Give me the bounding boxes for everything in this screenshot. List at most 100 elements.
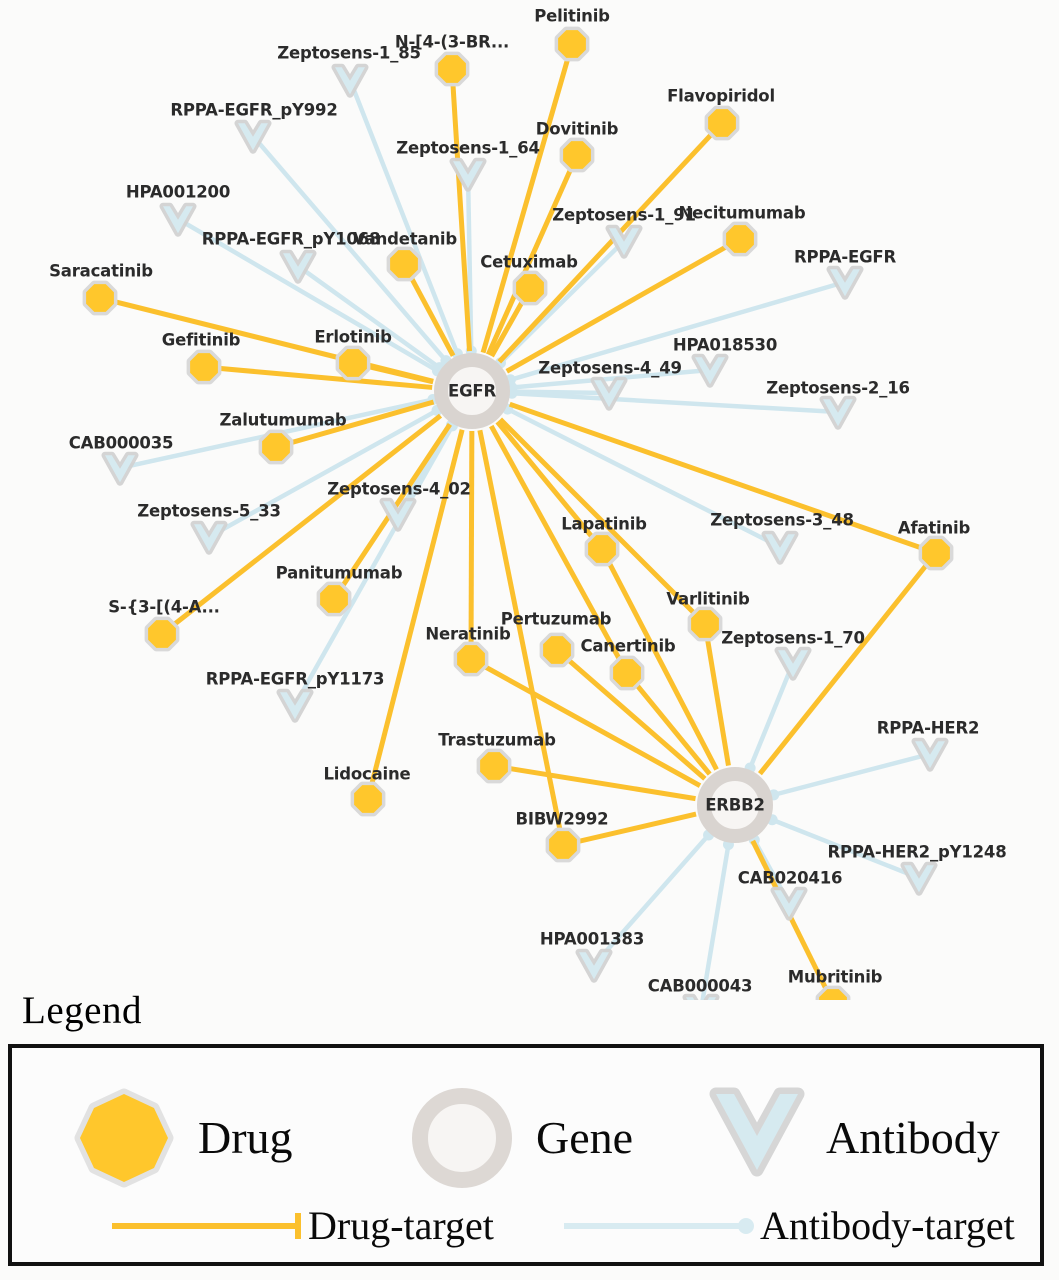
legend-title: Legend	[22, 989, 142, 1032]
drug-node[interactable]	[516, 274, 544, 302]
antibody-target-edge	[293, 424, 455, 707]
drug-node[interactable]	[190, 353, 218, 381]
gene-node[interactable]	[697, 767, 773, 843]
antibody-node[interactable]	[238, 123, 268, 151]
antibody-node[interactable]	[609, 228, 639, 256]
antibody-target-edge	[592, 833, 711, 967]
antibody-chevron-icon	[709, 1087, 805, 1177]
drug-node[interactable]	[549, 831, 577, 859]
network-canvas[interactable]	[0, 0, 1059, 1000]
drug-node[interactable]	[354, 785, 382, 813]
drug-node[interactable]	[390, 250, 418, 278]
antibody-node[interactable]	[283, 253, 313, 281]
drug-target-edge	[750, 839, 835, 1000]
drug-node[interactable]	[86, 284, 114, 312]
antibody-node[interactable]	[579, 952, 609, 980]
antibody-node[interactable]	[383, 501, 413, 529]
drug-target-edge	[493, 763, 696, 802]
antibody-node[interactable]	[695, 357, 725, 385]
legend-label-drug: Drug	[198, 1112, 293, 1163]
antibody-node[interactable]	[686, 997, 716, 1000]
antibody-target-edge-icon	[564, 1218, 754, 1234]
antibody-target-edge	[773, 751, 931, 798]
drug-node[interactable]	[558, 30, 586, 58]
antibody-target-edge	[465, 173, 474, 352]
antibody-node[interactable]	[830, 269, 860, 297]
legend-item-antibody-target-edge: Antibody-target	[560, 1206, 1015, 1246]
antibody-node[interactable]	[765, 534, 795, 562]
legend-item-drug-target-edge: Drug-target	[108, 1206, 494, 1246]
drug-node[interactable]	[543, 636, 571, 664]
antibody-target-edge	[347, 79, 460, 355]
gene-circle-icon	[412, 1088, 512, 1188]
legend-item-gene: Gene	[402, 1078, 633, 1198]
drug-node[interactable]	[726, 225, 754, 253]
antibody-node[interactable]	[453, 161, 483, 189]
legend-label-gene: Gene	[536, 1112, 634, 1163]
drug-target-edge	[702, 623, 731, 766]
legend: Legend Drug Gene	[0, 988, 1059, 1280]
antibody-node[interactable]	[105, 455, 135, 483]
drug-node[interactable]	[438, 55, 466, 83]
drug-node[interactable]	[563, 141, 591, 169]
drug-target-edge	[469, 656, 702, 788]
drug-target-edge	[275, 399, 435, 450]
drug-octagon-icon	[74, 1088, 174, 1188]
drug-node[interactable]	[819, 989, 847, 1000]
antibody-target-edge	[176, 217, 439, 373]
legend-box: Drug Gene Antibody	[8, 1044, 1044, 1266]
drug-node[interactable]	[320, 585, 348, 613]
drug-node[interactable]	[480, 752, 508, 780]
drug-target-edge	[498, 417, 707, 626]
antibody-node[interactable]	[904, 865, 934, 893]
antibody-node[interactable]	[163, 206, 193, 234]
antibody-node[interactable]	[280, 692, 310, 720]
drug-node[interactable]	[691, 610, 719, 638]
antibody-node[interactable]	[194, 524, 224, 552]
drug-node[interactable]	[922, 539, 950, 567]
drug-node[interactable]	[148, 620, 176, 648]
node-layer[interactable]	[82, 26, 954, 1000]
drug-node[interactable]	[457, 645, 485, 673]
antibody-node[interactable]	[594, 380, 624, 408]
antibody-target-edge	[748, 662, 796, 769]
legend-item-antibody: Antibody	[702, 1078, 1000, 1198]
drug-node[interactable]	[339, 349, 367, 377]
antibody-target-edge	[511, 367, 711, 390]
drug-target-edge	[555, 648, 707, 781]
drug-target-edge	[477, 429, 566, 846]
drug-target-edge	[449, 68, 473, 352]
antibody-target-edge	[700, 844, 731, 1000]
antibody-target-edge	[511, 391, 839, 415]
drug-node[interactable]	[262, 433, 290, 461]
drug-target-edge	[203, 364, 433, 390]
antibody-node[interactable]	[778, 650, 808, 678]
drug-target-edge	[505, 236, 742, 374]
antibody-target-edge	[771, 817, 920, 881]
drug-target-edge	[757, 551, 938, 776]
drug-target-edge-icon	[112, 1213, 301, 1239]
drug-target-edge	[508, 401, 937, 556]
drug-target-edge	[365, 429, 465, 800]
gene-node[interactable]	[434, 353, 510, 429]
legend-label-drug-target: Drug-target	[308, 1203, 494, 1248]
antibody-target-edge	[207, 408, 439, 539]
drug-node[interactable]	[708, 109, 736, 137]
antibody-target-edge	[498, 239, 626, 365]
antibody-node[interactable]	[915, 741, 945, 769]
drug-node[interactable]	[588, 535, 616, 563]
antibody-target-edge	[511, 389, 610, 396]
drug-target-edge	[495, 420, 604, 551]
drug-target-edge	[625, 671, 712, 776]
drug-node[interactable]	[613, 659, 641, 687]
drug-target-edge	[497, 121, 724, 364]
drug-target-edge	[468, 430, 475, 660]
legend-item-drug: Drug	[64, 1078, 293, 1198]
drug-target-edge	[480, 43, 575, 354]
antibody-target-edge	[296, 264, 441, 370]
antibody-node[interactable]	[823, 399, 853, 427]
antibody-target-edge	[506, 407, 782, 550]
antibody-node[interactable]	[335, 67, 365, 95]
antibody-node[interactable]	[774, 890, 804, 918]
